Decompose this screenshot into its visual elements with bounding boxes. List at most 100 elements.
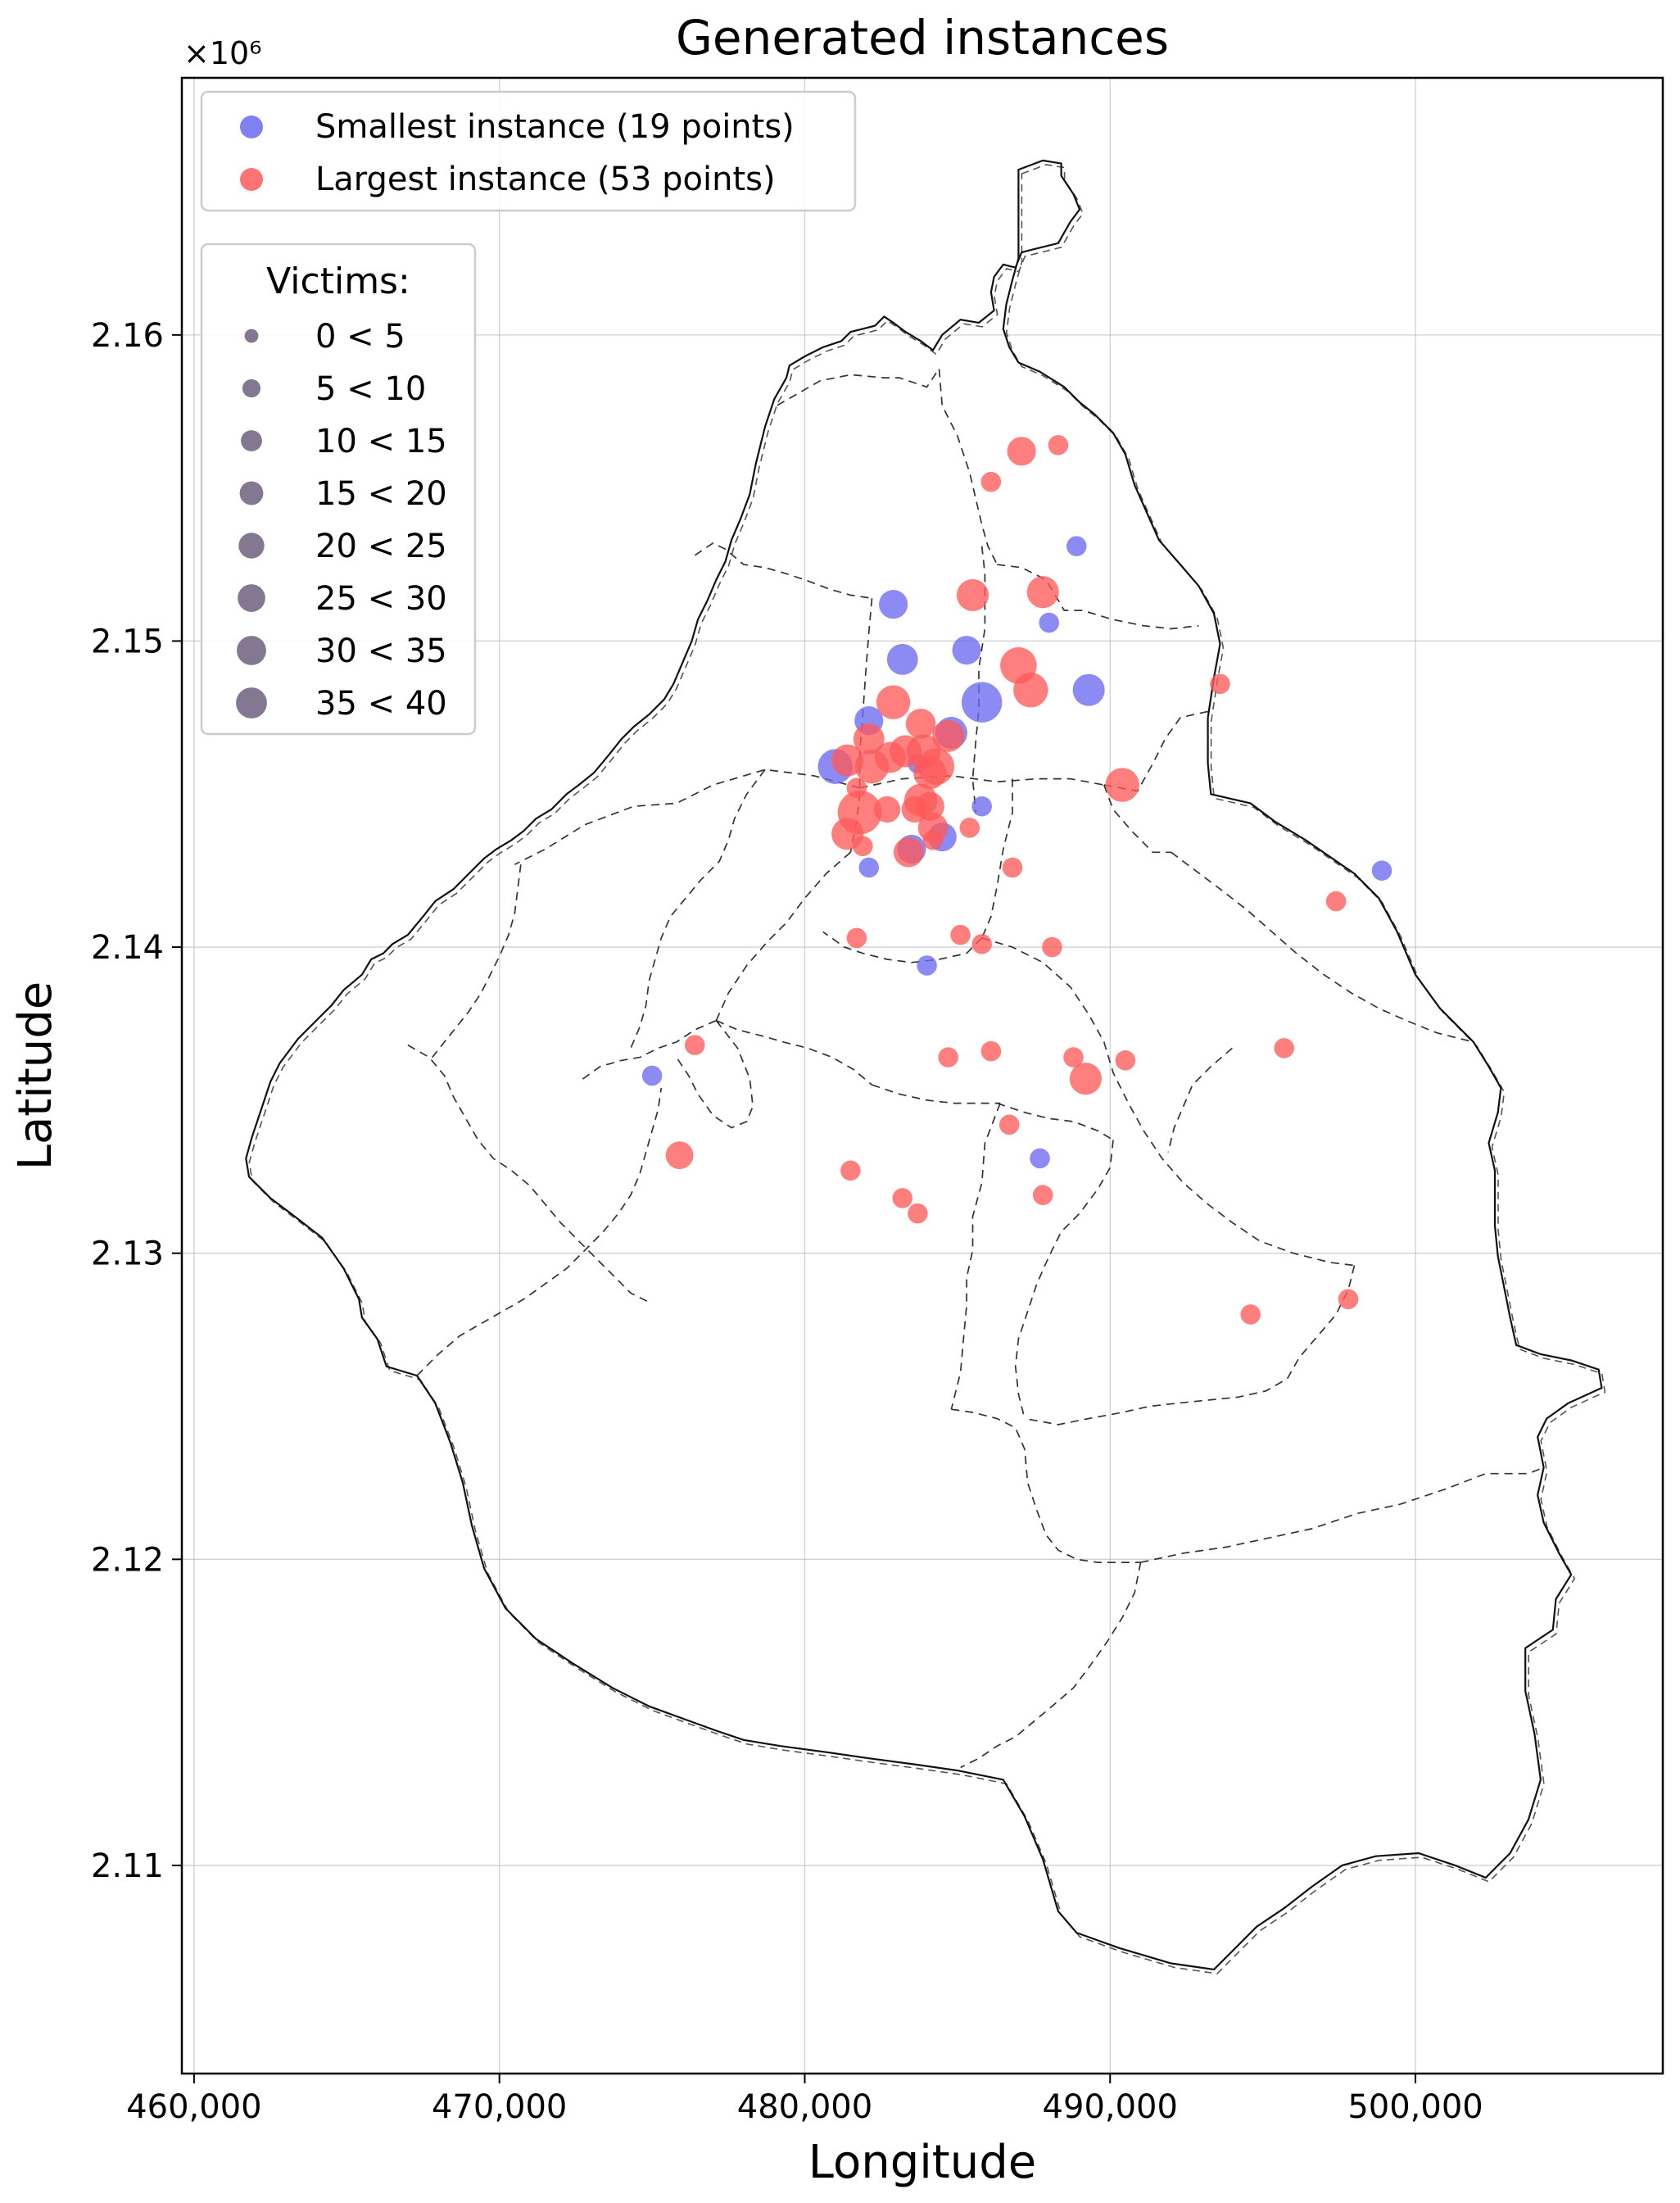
y-tick-label: 2.12 <box>91 1541 164 1579</box>
victims-legend-label: 15 < 20 <box>315 475 447 513</box>
data-point <box>1002 857 1023 878</box>
victims-legend-entries: 0 < 5 5 < 10 10 < 15 15 < 20 20 < 25 25 < 30 3… <box>236 318 447 723</box>
data-point <box>665 1141 694 1170</box>
data-point <box>685 1035 705 1055</box>
data-point <box>840 1160 861 1181</box>
legend-label-largest: Largest instance (53 points) <box>315 161 776 198</box>
y-tick-label: 2.11 <box>91 1847 164 1885</box>
data-point <box>853 723 885 755</box>
x-tick-label: 490,000 <box>1043 2088 1178 2126</box>
data-point <box>892 1188 913 1208</box>
victims-legend-marker <box>241 430 262 451</box>
data-point <box>1105 768 1139 802</box>
borough-boundary <box>716 1019 873 1086</box>
data-point <box>874 796 901 823</box>
data-point <box>1048 435 1069 456</box>
borough-boundary <box>859 775 1104 789</box>
borough-boundary <box>432 864 522 1058</box>
data-point <box>1032 1185 1053 1205</box>
victims-legend-label: 30 < 35 <box>315 632 447 670</box>
data-point <box>1069 1063 1102 1095</box>
y-tick-label: 2.16 <box>91 317 164 355</box>
x-axis-ticks: 460,000 470,000 480,000 490,000 500,000 <box>126 2074 1483 2126</box>
x-tick-label: 460,000 <box>126 2088 261 2126</box>
borough-boundary <box>694 542 872 600</box>
data-point <box>1063 1047 1084 1068</box>
data-point <box>952 636 981 665</box>
data-point <box>1007 437 1036 466</box>
borough-boundary <box>676 1020 754 1129</box>
data-point <box>956 578 989 611</box>
borough-boundary <box>1171 851 1474 1043</box>
data-point <box>932 719 965 752</box>
data-point <box>1338 1289 1359 1310</box>
victims-legend-label: 20 < 25 <box>315 528 447 565</box>
y-tick-label: 2.15 <box>91 623 164 660</box>
victims-legend-label: 35 < 40 <box>315 685 447 723</box>
borough-boundary <box>950 1103 1001 1410</box>
borough-boundary <box>416 1087 663 1376</box>
series-legend-box <box>200 90 857 212</box>
y-tick-label: 2.14 <box>91 929 164 967</box>
victims-legend-marker <box>238 533 265 559</box>
victims-legend-label: 10 < 15 <box>315 423 447 460</box>
borough-boundary <box>578 1019 717 1083</box>
victims-legend-marker <box>238 584 265 612</box>
gridlines <box>182 78 1663 2074</box>
data-point <box>908 1203 928 1224</box>
data-point <box>1026 576 1059 609</box>
borough-boundary <box>822 931 983 963</box>
plot-frame <box>180 76 1664 2075</box>
data-point <box>1115 1050 1136 1071</box>
outer-boundary <box>245 159 1603 1971</box>
borough-boundary <box>980 778 1013 939</box>
data-point <box>1042 936 1062 958</box>
x-tick-label: 500,000 <box>1347 2088 1483 2126</box>
victims-legend-marker <box>242 378 261 398</box>
data-point <box>1039 612 1059 633</box>
data-point <box>1013 672 1048 708</box>
data-point <box>901 796 928 823</box>
victims-legend-marker <box>244 329 259 343</box>
x-tick-label: 480,000 <box>737 2088 872 2126</box>
data-point <box>641 1065 663 1086</box>
data-point <box>1274 1038 1295 1058</box>
data-point <box>876 685 911 719</box>
data-point <box>1072 673 1105 706</box>
data-point <box>971 934 992 954</box>
victims-legend-marker <box>236 687 267 718</box>
victims-legend-label: 25 < 30 <box>315 580 447 618</box>
victims-legend-label: 0 < 5 <box>315 318 405 356</box>
borough-boundary <box>514 768 860 865</box>
borough-boundary <box>1167 1047 1233 1153</box>
y-offset-label: ×10⁶ <box>183 35 261 71</box>
x-axis-label: Longitude <box>808 2136 1037 2189</box>
data-point <box>980 1040 1002 1062</box>
borough-boundary <box>1014 1140 1114 1419</box>
data-point <box>858 857 880 878</box>
data-point <box>893 836 924 868</box>
data-point <box>1210 673 1230 695</box>
borough-boundary <box>981 937 1355 1267</box>
data-point <box>853 836 873 857</box>
borough-boundary <box>960 1562 1142 1769</box>
y-axis-ticks: 2.11 2.12 2.13 2.14 2.15 2.16 <box>91 317 182 1885</box>
data-point <box>971 796 992 817</box>
y-tick-label: 2.13 <box>91 1235 164 1273</box>
borough-boundary <box>1024 1265 1356 1426</box>
borough-boundary <box>872 1084 1001 1104</box>
victims-size-legend: Victims: 0 < 5 5 < 10 10 < 15 15 < 20 20 < 2… <box>200 243 477 736</box>
borough-boundary <box>407 1044 650 1303</box>
data-point <box>886 643 918 675</box>
data-point <box>961 682 1003 723</box>
victims-legend-marker <box>239 481 264 505</box>
data-point <box>922 830 944 850</box>
data-point <box>959 818 980 838</box>
x-tick-label: 470,000 <box>432 2088 567 2126</box>
data-points <box>641 435 1392 1325</box>
victims-legend-marker <box>237 636 266 665</box>
y-axis-label: Latitude <box>9 981 62 1170</box>
borough-boundary <box>1103 784 1171 854</box>
